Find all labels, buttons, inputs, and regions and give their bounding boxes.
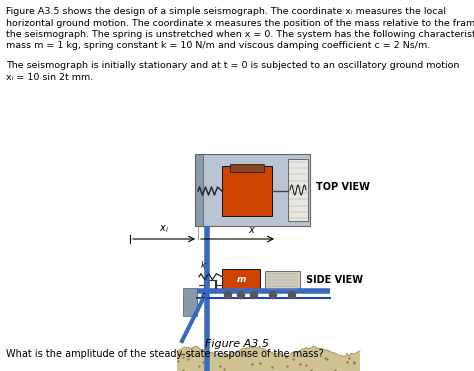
- Polygon shape: [177, 346, 360, 371]
- Bar: [195, 154, 203, 226]
- Bar: [265, 271, 300, 291]
- Bar: [204, 280, 217, 289]
- Bar: [195, 154, 310, 226]
- Circle shape: [289, 292, 295, 299]
- Text: SIDE VIEW: SIDE VIEW: [306, 275, 363, 285]
- Text: $x_i$: $x_i$: [159, 223, 169, 235]
- Text: Figure A3.5: Figure A3.5: [205, 339, 269, 349]
- Bar: [222, 269, 260, 291]
- Text: $x$: $x$: [248, 225, 256, 235]
- Circle shape: [225, 292, 231, 299]
- Text: What is the amplitude of the steady-state response of the mass?: What is the amplitude of the steady-stat…: [6, 349, 324, 359]
- Text: horizontal ground motion. The coordinate x measures the position of the mass rel: horizontal ground motion. The coordinate…: [6, 19, 474, 27]
- Text: The seismograph is initially stationary and at t = 0 is subjected to an oscillat: The seismograph is initially stationary …: [6, 61, 459, 70]
- Circle shape: [270, 292, 276, 299]
- Text: c: c: [201, 291, 206, 301]
- Bar: [288, 159, 308, 221]
- Bar: [230, 164, 264, 172]
- Text: m: m: [237, 276, 246, 285]
- Bar: [222, 166, 272, 216]
- Circle shape: [237, 292, 245, 299]
- Text: TOP VIEW: TOP VIEW: [316, 182, 370, 192]
- Text: the seismograph. The spring is unstretched when x = 0. The system has the follow: the seismograph. The spring is unstretch…: [6, 30, 474, 39]
- Circle shape: [250, 292, 257, 299]
- Text: mass m = 1 kg, spring constant k = 10 N/m and viscous damping coefficient c = 2 : mass m = 1 kg, spring constant k = 10 N/…: [6, 42, 430, 50]
- Bar: [183, 288, 197, 316]
- Text: xᵢ = 10 sin 2t mm.: xᵢ = 10 sin 2t mm.: [6, 72, 93, 82]
- Text: k: k: [201, 261, 206, 270]
- Text: Figure A3.5 shows the design of a simple seismograph. The coordinate xᵢ measures: Figure A3.5 shows the design of a simple…: [6, 7, 446, 16]
